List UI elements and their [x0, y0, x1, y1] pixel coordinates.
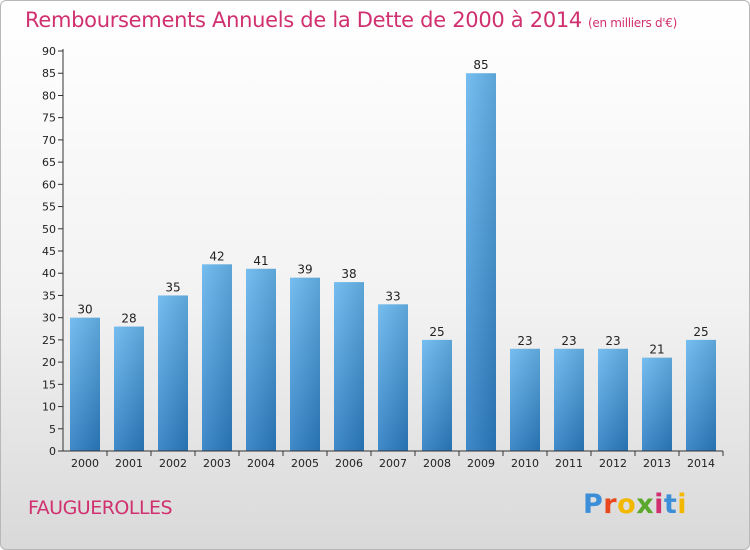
value-label: 23 — [561, 334, 576, 348]
bar-shade — [378, 304, 408, 451]
x-tick-label: 2011 — [555, 457, 583, 470]
x-tick-label: 2006 — [335, 457, 363, 470]
bar-shade — [70, 317, 100, 451]
bar-shade — [686, 339, 716, 451]
value-label: 28 — [121, 312, 136, 326]
value-label: 21 — [649, 343, 664, 357]
y-tick-label: 75 — [42, 112, 56, 125]
logo-letter: o — [617, 489, 637, 520]
logo-letter: i — [677, 489, 688, 520]
unit-label: (en milliers d'€) — [588, 16, 678, 30]
value-label: 25 — [693, 325, 708, 339]
x-tick-label: 2008 — [423, 457, 451, 470]
logo-letter: t — [663, 489, 678, 520]
value-label: 25 — [429, 325, 444, 339]
y-tick-label: 55 — [42, 201, 56, 214]
bar-shade — [290, 277, 320, 451]
logo-letter: P — [583, 489, 604, 520]
bar-shade — [422, 339, 452, 451]
logo-letter: x — [636, 489, 655, 520]
chart-title: Remboursements Annuels de la Dette de 20… — [25, 8, 677, 32]
x-tick-label: 2012 — [599, 457, 627, 470]
bar-shade — [466, 73, 496, 451]
y-tick-label: 35 — [42, 289, 56, 302]
y-tick-label: 30 — [42, 312, 56, 325]
y-tick-label: 40 — [42, 267, 56, 280]
value-label: 85 — [473, 58, 488, 72]
bar-shade — [510, 348, 540, 451]
x-tick-label: 2014 — [687, 457, 715, 470]
y-tick-label: 0 — [49, 445, 56, 458]
commune-name: FAUGUEROLLES — [28, 497, 173, 519]
title-text: Remboursements Annuels de la Dette de 20… — [25, 8, 582, 32]
proxiti-logo: Proxiti — [583, 489, 687, 520]
x-tick-label: 2001 — [115, 457, 143, 470]
value-label: 23 — [517, 334, 532, 348]
x-tick-label: 2007 — [379, 457, 407, 470]
value-label: 30 — [77, 303, 92, 317]
x-tick-label: 2002 — [159, 457, 187, 470]
bar-shade — [202, 264, 232, 451]
y-tick-label: 5 — [49, 423, 56, 436]
y-tick-label: 20 — [42, 356, 56, 369]
bar-shade — [554, 348, 584, 451]
y-tick-label: 65 — [42, 156, 56, 169]
x-tick-label: 2010 — [511, 457, 539, 470]
bar-shade — [334, 282, 364, 451]
x-tick-label: 2013 — [643, 457, 671, 470]
y-tick-label: 45 — [42, 245, 56, 258]
y-tick-label: 10 — [42, 401, 56, 414]
x-tick-label: 2009 — [467, 457, 495, 470]
value-label: 42 — [209, 249, 224, 263]
bar-shade — [246, 268, 276, 451]
bar-shade — [114, 326, 144, 451]
bar-shade — [598, 348, 628, 451]
x-tick-label: 2005 — [291, 457, 319, 470]
x-tick-label: 2003 — [203, 457, 231, 470]
y-tick-label: 25 — [42, 334, 56, 347]
x-tick-label: 2000 — [71, 457, 99, 470]
logo-letter: r — [603, 489, 618, 520]
logo-letter: i — [654, 489, 664, 520]
value-label: 35 — [165, 280, 180, 294]
y-tick-label: 90 — [42, 45, 56, 58]
y-tick-label: 85 — [42, 67, 56, 80]
value-label: 41 — [253, 254, 268, 268]
value-label: 33 — [385, 289, 400, 303]
value-label: 38 — [341, 267, 356, 281]
x-tick-label: 2004 — [247, 457, 275, 470]
value-label: 39 — [297, 263, 312, 277]
y-tick-label: 15 — [42, 378, 56, 391]
y-tick-label: 70 — [42, 134, 56, 147]
y-tick-label: 50 — [42, 223, 56, 236]
y-tick-label: 80 — [42, 89, 56, 102]
y-tick-label: 60 — [42, 178, 56, 191]
value-label: 23 — [605, 334, 620, 348]
bar-shade — [158, 295, 188, 451]
bar-shade — [642, 357, 672, 451]
